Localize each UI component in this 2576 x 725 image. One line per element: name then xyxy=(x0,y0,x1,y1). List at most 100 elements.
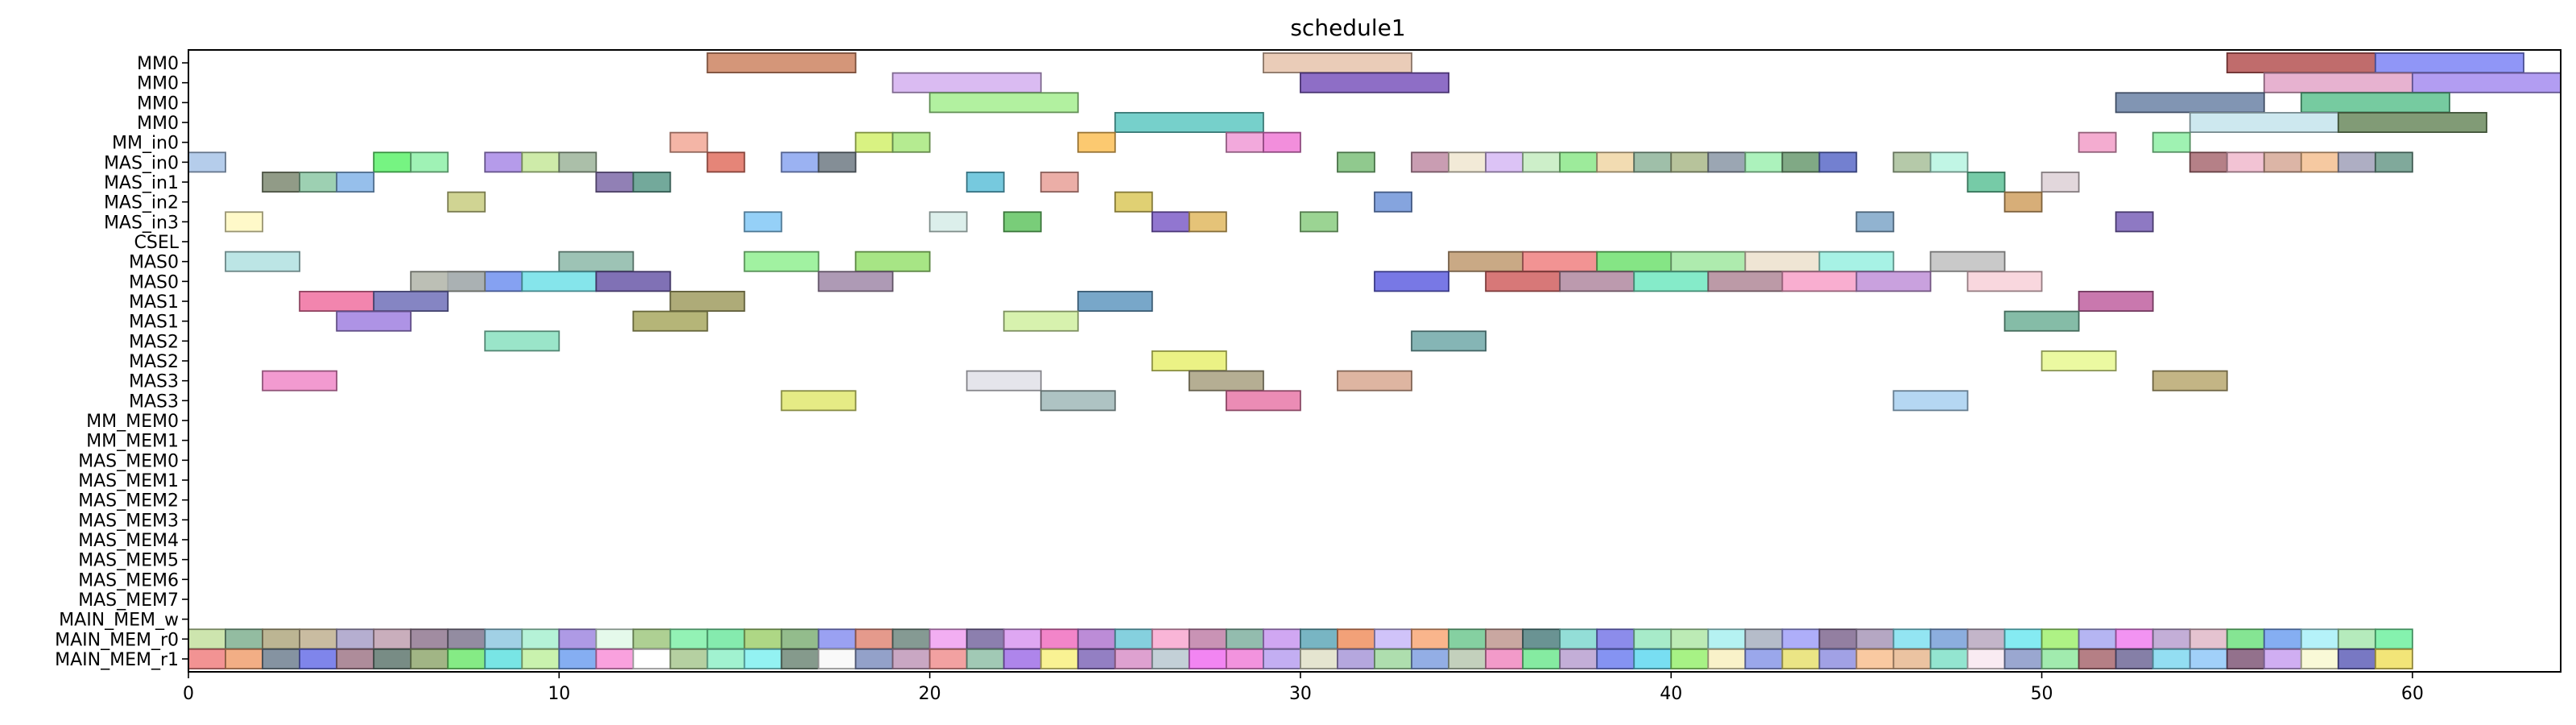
task-bar xyxy=(743,211,783,233)
task-bar xyxy=(410,151,449,173)
mem-read0-bar xyxy=(1633,628,1673,650)
mem-read0-bar xyxy=(1892,628,1932,650)
mem-read0-bar xyxy=(1670,628,1710,650)
task-bar xyxy=(1744,151,1784,173)
mem-read0-bar xyxy=(188,628,226,650)
mem-read1-bar xyxy=(891,648,931,669)
mem-read1-bar xyxy=(373,648,412,669)
task-bar xyxy=(632,172,672,193)
task-bar xyxy=(484,330,560,352)
y-tick-label: MAS1 xyxy=(129,292,179,313)
task-bar xyxy=(1225,131,1264,153)
task-bar xyxy=(706,151,746,173)
mem-read1-bar xyxy=(2337,648,2376,669)
y-tick-label: MAS3 xyxy=(129,392,179,412)
task-bar xyxy=(2374,151,2413,173)
task-bar xyxy=(1522,251,1598,272)
task-bar xyxy=(225,251,300,272)
y-tick-label: MAS3 xyxy=(129,372,179,392)
task-bar xyxy=(373,151,412,173)
x-tick-label: 10 xyxy=(548,684,570,704)
task-bar xyxy=(891,131,931,153)
mem-read1-bar xyxy=(336,648,375,669)
task-bar xyxy=(1040,172,1079,193)
task-bar xyxy=(1485,271,1561,292)
mem-read0-bar xyxy=(743,628,783,650)
mem-read1-bar xyxy=(1744,648,1784,669)
task-bar xyxy=(1114,191,1153,213)
y-tick-label: MAS0 xyxy=(129,253,179,273)
y-tick-label: MAIN_MEM_r1 xyxy=(55,650,179,670)
mem-read1-bar xyxy=(1337,648,1375,669)
task-bar xyxy=(1633,151,1673,173)
mem-read1-bar xyxy=(1263,648,1301,669)
mem-read0-bar xyxy=(521,628,560,650)
x-axis-ticks: 0 10 20 30 40 50 60 xyxy=(183,672,2424,704)
y-tick-label: MAIN_MEM_r0 xyxy=(55,630,179,650)
mem-read1-bar xyxy=(1559,648,1598,669)
task-bar xyxy=(2337,151,2376,173)
task-bar xyxy=(1151,211,1190,233)
task-bar xyxy=(2263,72,2413,93)
mem-read1-bar xyxy=(965,648,1005,669)
mem-read1-bar xyxy=(595,648,635,669)
mem-read0-bar xyxy=(262,628,300,650)
mem-read1-bar xyxy=(1485,648,1524,669)
mem-read1-bar xyxy=(1633,648,1673,669)
task-bar xyxy=(1003,211,1042,233)
task-bar xyxy=(2337,112,2487,134)
task-bar xyxy=(2003,310,2080,332)
mem-read1-bar xyxy=(2041,648,2080,669)
mem-read0-bar xyxy=(558,628,597,650)
task-bar xyxy=(1225,390,1301,412)
task-bar xyxy=(2078,291,2154,312)
task-bar xyxy=(1818,251,1895,272)
task-bar xyxy=(1448,151,1486,173)
y-tick-label: MAS_in2 xyxy=(104,193,179,213)
y-tick-label: MAS_MEM5 xyxy=(78,551,179,571)
y-tick-label: MAS2 xyxy=(129,352,179,372)
task-bar xyxy=(558,251,635,272)
task-bar xyxy=(2041,350,2117,371)
mem-read0-bar xyxy=(1300,628,1338,650)
mem-read0-bar xyxy=(1374,628,1412,650)
task-bar xyxy=(1596,151,1635,173)
task-bar xyxy=(1003,310,1079,332)
task-bar xyxy=(188,151,226,173)
task-bar xyxy=(1966,172,2006,193)
task-bar xyxy=(2189,112,2339,134)
task-bar xyxy=(262,370,338,392)
mem-read1-bar xyxy=(1151,648,1190,669)
mem-read1-bar xyxy=(1188,648,1227,669)
mem-read0-bar xyxy=(1596,628,1635,650)
task-bar xyxy=(1744,251,1821,272)
task-bar xyxy=(1929,151,1969,173)
mem-read0-bar xyxy=(1188,628,1227,650)
mem-read1-bar xyxy=(2226,648,2265,669)
mem-read0-bar xyxy=(1522,628,1561,650)
task-bar xyxy=(1485,151,1524,173)
mem-read1-bar xyxy=(2189,648,2228,669)
row-labels: MM0MM0MM0MM0MM_in0MAS_in0MAS_in1MAS_in2M… xyxy=(55,54,188,670)
mem-read0-bar xyxy=(410,628,449,650)
task-bar xyxy=(1633,271,1710,292)
task-bar xyxy=(521,271,597,292)
mem-read0-bar xyxy=(1225,628,1264,650)
task-bar xyxy=(2003,191,2043,213)
task-bar xyxy=(299,291,375,312)
y-tick-label: MM0 xyxy=(137,74,179,94)
mem-read0-bar xyxy=(484,628,523,650)
mem-read0-bar xyxy=(706,628,746,650)
task-bar xyxy=(1040,390,1116,412)
chart-title: schedule1 xyxy=(1290,14,1405,41)
mem-read0-bar xyxy=(2226,628,2265,650)
y-tick-label: MAS1 xyxy=(129,313,179,333)
mem-read1-bar xyxy=(854,648,894,669)
mem-read0-bar xyxy=(336,628,375,650)
task-bar xyxy=(928,92,1079,114)
task-bar xyxy=(2374,52,2524,74)
mem-read1-bar xyxy=(1781,648,1821,669)
task-bar xyxy=(2041,172,2080,193)
mem-read0-bar xyxy=(2078,628,2117,650)
mem-read1-bar xyxy=(1040,648,1079,669)
